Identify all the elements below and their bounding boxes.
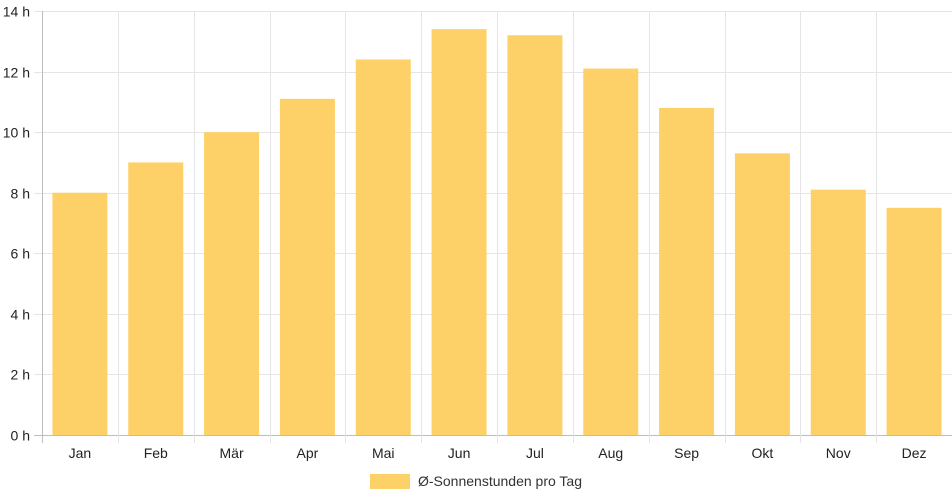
bar-jan[interactable] <box>52 192 108 435</box>
bar-jul[interactable] <box>507 35 563 435</box>
bars <box>52 29 942 436</box>
y-tick-label: 12 h <box>3 65 30 81</box>
legend-label[interactable]: Ø-Sonnenstunden pro Tag <box>418 473 582 489</box>
bar-sep[interactable] <box>659 107 715 436</box>
y-axis-ticks: 0 h 2 h 4 h 6 h 8 h 10 h 12 h 14 h <box>3 4 30 444</box>
x-tick-label: Nov <box>826 445 851 461</box>
x-tick-label: Mai <box>372 445 395 461</box>
x-tick-label: Sep <box>674 445 699 461</box>
y-tick-label: 0 h <box>11 428 30 444</box>
x-axis-ticks: Jan Feb Mär Apr Mai Jun Jul Aug Sep Okt Nov Dez <box>69 445 927 461</box>
bar-mai[interactable] <box>355 59 411 435</box>
y-tick-label: 10 h <box>3 125 30 141</box>
bar-jun[interactable] <box>431 29 487 436</box>
x-tick-label: Apr <box>297 445 319 461</box>
bar-mär[interactable] <box>204 132 260 435</box>
legend-swatch[interactable] <box>370 474 410 489</box>
y-tick-label: 2 h <box>11 367 30 383</box>
x-tick-label: Dez <box>902 445 927 461</box>
bar-okt[interactable] <box>734 153 790 436</box>
bar-dez[interactable] <box>886 207 942 435</box>
x-tick-label: Okt <box>752 445 774 461</box>
x-tick-label: Jan <box>69 445 92 461</box>
grid <box>34 11 952 443</box>
x-tick-label: Aug <box>598 445 623 461</box>
bar-nov[interactable] <box>810 189 866 435</box>
y-tick-label: 14 h <box>3 4 30 20</box>
legend[interactable]: Ø-Sonnenstunden pro Tag <box>370 473 582 489</box>
x-tick-label: Jul <box>526 445 544 461</box>
y-tick-label: 8 h <box>11 186 30 202</box>
x-tick-label: Mär <box>220 445 244 461</box>
x-tick-label: Jun <box>448 445 471 461</box>
bar-aug[interactable] <box>583 68 639 436</box>
y-tick-label: 4 h <box>11 307 30 323</box>
bar-feb[interactable] <box>128 162 184 435</box>
y-tick-label: 6 h <box>11 246 30 262</box>
x-tick-label: Feb <box>144 445 168 461</box>
bar-apr[interactable] <box>279 98 335 435</box>
